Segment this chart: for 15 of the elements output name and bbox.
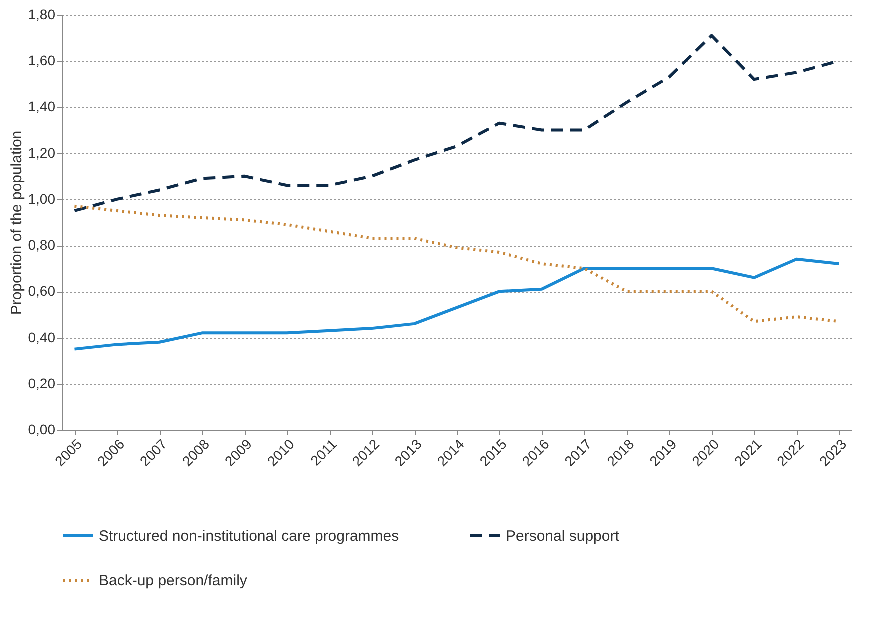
y-tick-label: 0,20 bbox=[28, 375, 56, 392]
y-tick-label: 1,40 bbox=[28, 98, 56, 115]
legend-label: Back-up person/family bbox=[99, 572, 248, 590]
y-tick-label: 1,00 bbox=[28, 190, 56, 207]
y-tick-label: 0,80 bbox=[28, 237, 56, 254]
y-tick-label: 1,60 bbox=[28, 52, 56, 69]
y-axis-title: Proportion of the population bbox=[8, 130, 26, 316]
legend-label: Personal support bbox=[506, 528, 620, 545]
y-tick-label: 0,00 bbox=[28, 422, 56, 438]
y-tick-label: 1,20 bbox=[28, 144, 56, 161]
y-tick-label: 1,80 bbox=[28, 6, 56, 22]
legend-label: Structured non-institutional care programmes bbox=[99, 528, 400, 545]
line-series bbox=[73, 258, 841, 351]
y-tick-label: 0,40 bbox=[28, 329, 56, 346]
y-tick-label: 0,60 bbox=[28, 283, 56, 300]
